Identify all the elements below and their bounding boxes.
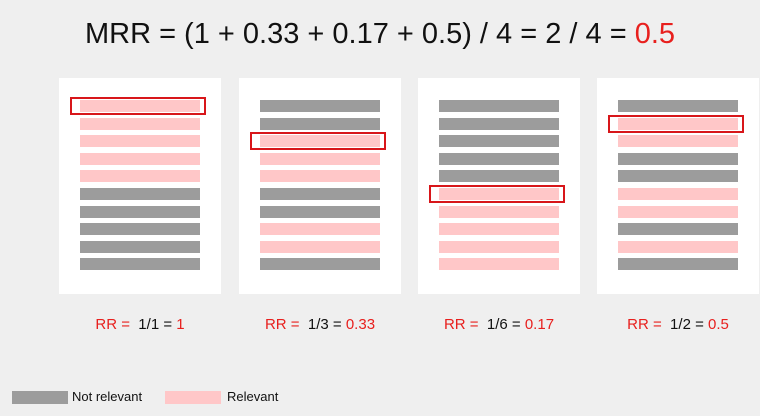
result-bar-relevant <box>80 100 200 112</box>
result-bar-not-relevant <box>439 100 559 112</box>
legend-label-not-relevant: Not relevant <box>72 389 143 404</box>
result-bar-not-relevant <box>618 152 738 165</box>
result-bar-relevant <box>260 170 380 183</box>
rr-fraction: 1/1 = <box>134 316 177 333</box>
result-bar-not-relevant <box>80 205 200 218</box>
result-bar-relevant <box>439 188 559 200</box>
ranked-list-panel <box>418 78 580 294</box>
result-bar-relevant <box>439 258 559 271</box>
ranked-list-panel <box>597 78 759 294</box>
result-bar-not-relevant <box>439 135 559 148</box>
rr-value: 0.17 <box>524 316 555 333</box>
mrr-formula-text: MRR = (1 + 0.33 + 0.17 + 0.5) / 4 = 2 / … <box>84 18 635 50</box>
result-bar-not-relevant <box>618 223 738 236</box>
result-bar-not-relevant <box>618 170 738 183</box>
result-bar-not-relevant <box>260 117 380 130</box>
reciprocal-rank-label: RR = 1/1 = 1 <box>59 316 221 333</box>
mrr-result: 0.5 <box>634 18 676 50</box>
result-bar-relevant <box>260 135 380 148</box>
result-bar-relevant <box>618 188 738 200</box>
rr-prefix: RR = <box>627 316 666 333</box>
rr-fraction: 1/6 = <box>482 316 525 333</box>
result-bar-not-relevant <box>618 100 738 112</box>
first-relevant-highlight <box>70 97 206 115</box>
legend-label-relevant: Relevant <box>227 389 279 404</box>
result-bar-not-relevant <box>260 205 380 218</box>
reciprocal-rank-label: RR = 1/3 = 0.33 <box>239 316 401 333</box>
result-bar-relevant <box>439 223 559 236</box>
result-bar-not-relevant <box>439 152 559 165</box>
first-relevant-highlight <box>429 185 565 203</box>
result-bar-relevant <box>439 240 559 253</box>
ranked-list-panel <box>239 78 401 294</box>
result-bar-not-relevant <box>439 117 559 130</box>
result-bar-not-relevant <box>80 240 200 253</box>
result-bar-relevant <box>260 152 380 165</box>
ranked-list-panel <box>59 78 221 294</box>
result-bar-not-relevant <box>618 258 738 271</box>
result-bar-relevant <box>260 240 380 253</box>
reciprocal-rank-label: RR = 1/2 = 0.5 <box>597 316 759 333</box>
result-bar-relevant <box>80 135 200 148</box>
rr-fraction: 1/2 = <box>665 316 709 333</box>
result-bar-not-relevant <box>439 170 559 183</box>
result-bar-relevant <box>80 152 200 165</box>
result-bar-relevant <box>439 205 559 218</box>
mrr-formula: MRR = (1 + 0.33 + 0.17 + 0.5) / 4 = 2 / … <box>0 18 760 51</box>
rr-prefix: RR = <box>264 316 304 333</box>
result-bar-not-relevant <box>260 188 380 200</box>
first-relevant-highlight <box>250 132 386 151</box>
result-bar-relevant <box>618 117 738 130</box>
result-bar-not-relevant <box>260 258 380 271</box>
result-bar-not-relevant <box>80 223 200 236</box>
rr-prefix: RR = <box>443 316 483 333</box>
legend-swatch-not-relevant <box>12 391 68 404</box>
reciprocal-rank-label: RR = 1/6 = 0.17 <box>418 316 580 333</box>
result-bar-not-relevant <box>80 188 200 200</box>
result-bar-relevant <box>80 117 200 130</box>
first-relevant-highlight <box>608 114 744 133</box>
result-bar-relevant <box>618 205 738 218</box>
legend-swatch-relevant <box>165 391 221 404</box>
result-bar-relevant <box>618 240 738 253</box>
rr-value: 0.33 <box>345 316 376 333</box>
result-bar-relevant <box>618 135 738 148</box>
result-bar-relevant <box>260 223 380 236</box>
result-bar-not-relevant <box>260 100 380 112</box>
rr-value: 0.5 <box>708 316 729 333</box>
rr-fraction: 1/3 = <box>303 316 346 333</box>
result-bar-not-relevant <box>80 258 200 271</box>
rr-prefix: RR = <box>95 316 135 333</box>
result-bar-relevant <box>80 170 200 183</box>
rr-value: 1 <box>176 316 185 333</box>
